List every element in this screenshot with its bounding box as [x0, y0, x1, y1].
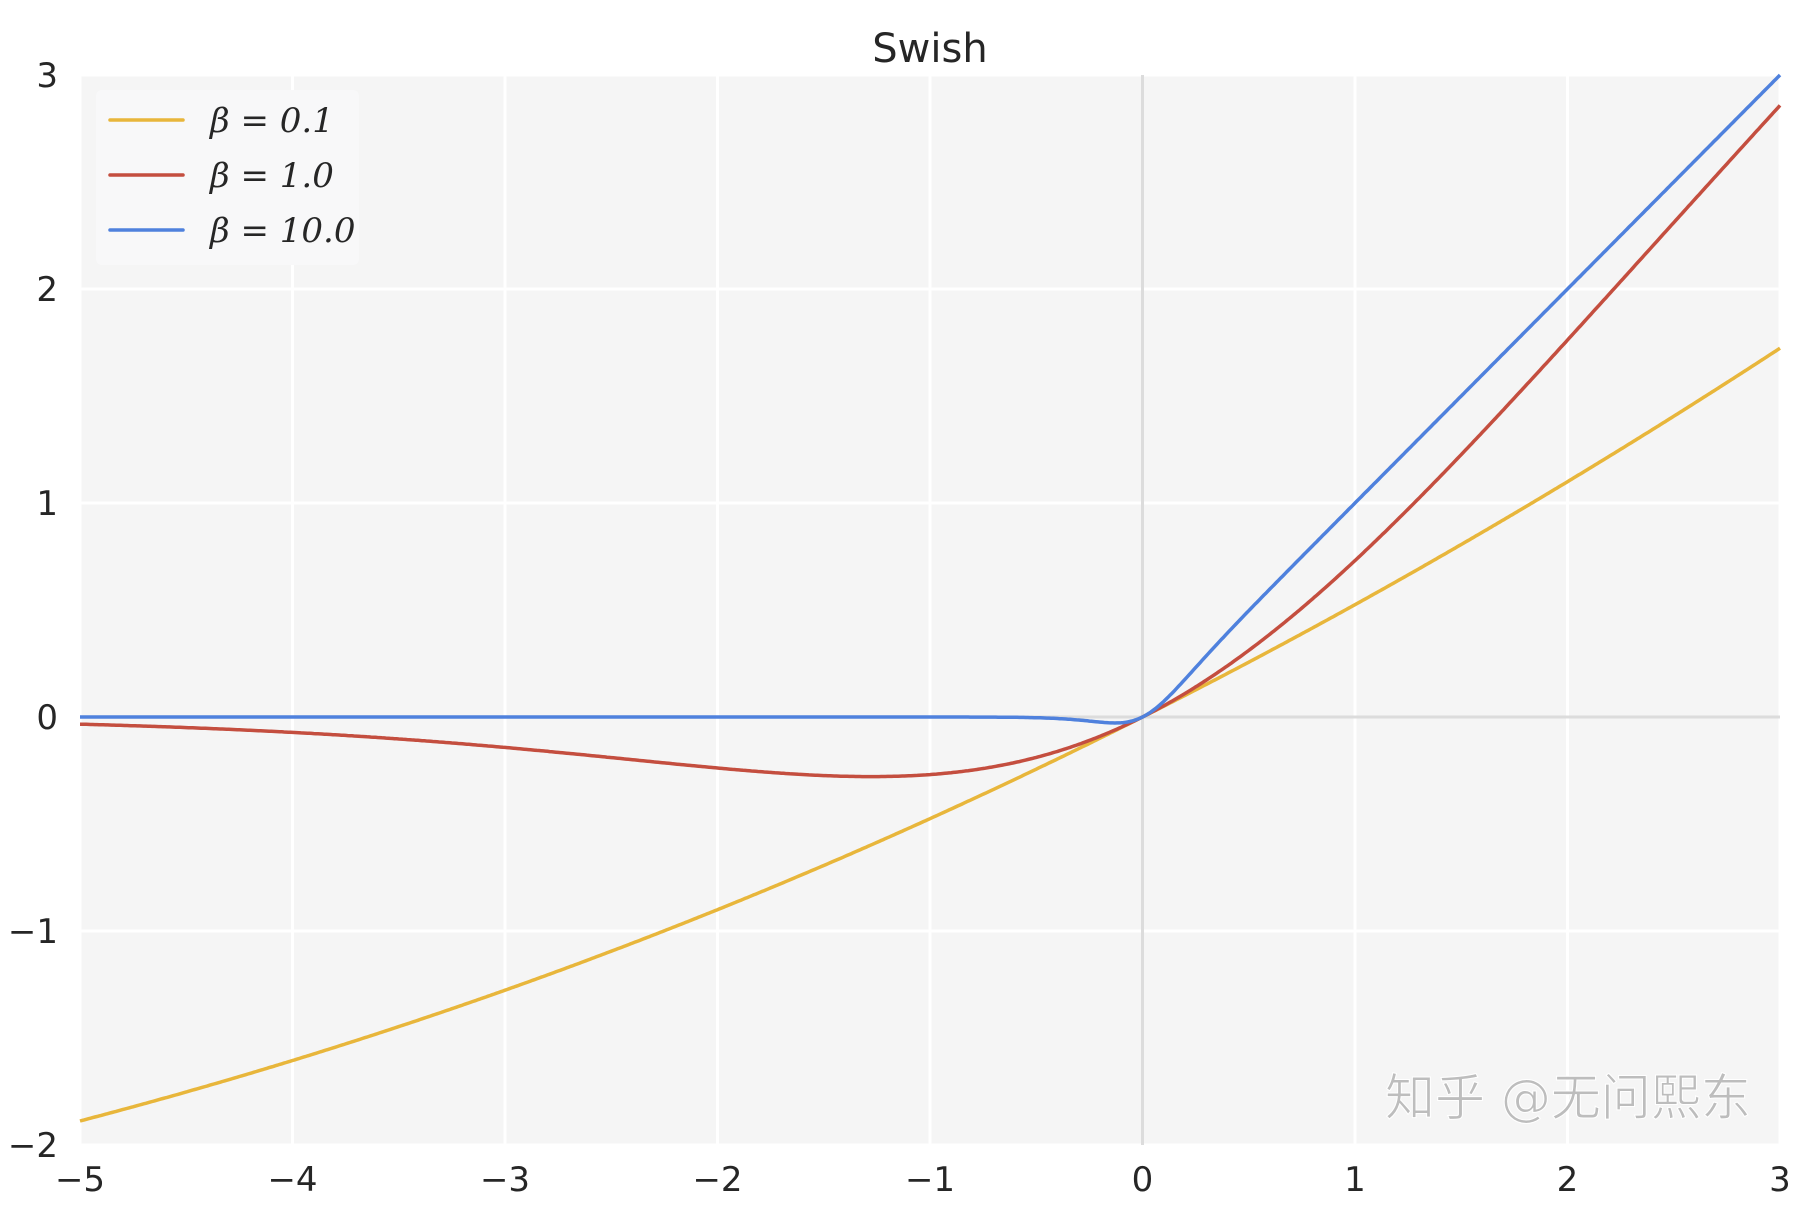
- y-tick-label: 0: [36, 698, 58, 738]
- y-tick-label: 1: [36, 484, 58, 524]
- chart-title: Swish: [872, 26, 987, 72]
- x-tick-label: 3: [1769, 1160, 1791, 1200]
- x-tick-label: −3: [480, 1160, 530, 1200]
- x-tick-label: −1: [905, 1160, 955, 1200]
- series-line-beta-10: [80, 73, 1782, 725]
- y-tick-label: 3: [36, 56, 58, 96]
- series-lines: [79, 73, 1782, 1123]
- series-line-beta-0.1: [79, 346, 1781, 1123]
- y-tick-label: −1: [8, 912, 58, 952]
- series-line-beta-1: [80, 104, 1782, 779]
- legend-label: β = 10.0: [208, 211, 355, 251]
- x-tick-label: 1: [1344, 1160, 1366, 1200]
- legend-box: [96, 90, 359, 265]
- legend-label: β = 1.0: [208, 156, 334, 196]
- grid: [78, 73, 1782, 1147]
- x-tick-label: −5: [55, 1160, 105, 1200]
- y-tick-label: −2: [8, 1126, 58, 1166]
- x-tick-label: 0: [1132, 1160, 1154, 1200]
- x-tick-label: 2: [1557, 1160, 1579, 1200]
- legend-label: β = 0.1: [208, 101, 334, 141]
- x-tick-label: −2: [692, 1160, 742, 1200]
- y-tick-label: 2: [36, 270, 58, 310]
- legend: β = 0.1 β = 1.0 β = 10.0: [96, 90, 359, 265]
- watermark: 知乎 @无问熙东: [1385, 1069, 1751, 1127]
- tick-labels: −5 −4 −3 −2 −1 0 1 2 3 −2 −1 0 1 2 3: [8, 56, 1791, 1200]
- x-tick-label: −4: [267, 1160, 317, 1200]
